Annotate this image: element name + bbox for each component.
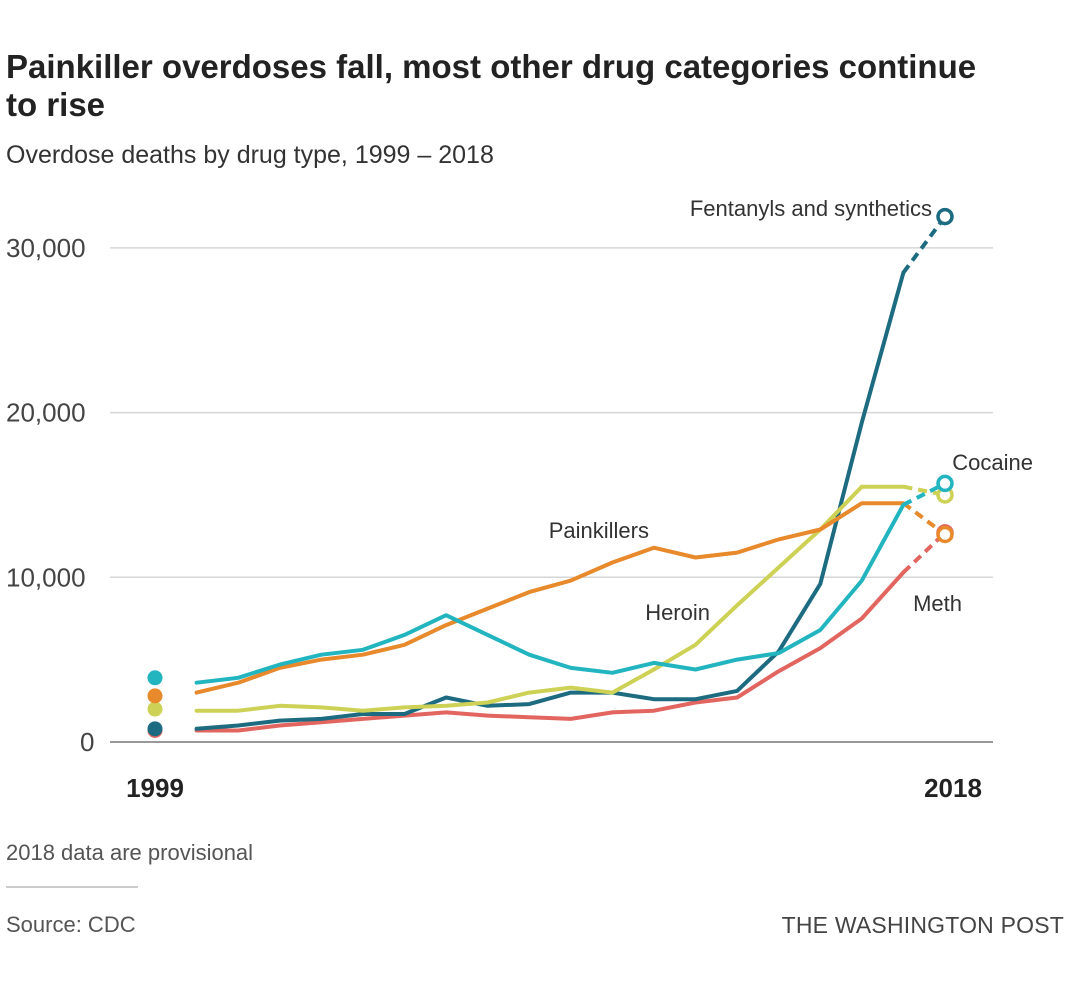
series-line-painkillers — [194, 501, 906, 695]
start-point — [147, 701, 163, 717]
x-tick-label: 2018 — [924, 773, 982, 803]
chart-title: Painkiller overdoses fall, most other dr… — [6, 48, 977, 123]
series-line-fentanyls-and-synthetics — [194, 270, 906, 731]
y-tick-label: 10,000 — [6, 562, 86, 592]
series-line-cocaine — [194, 502, 906, 685]
y-tick-label: 30,000 — [6, 233, 86, 263]
y-tick-label: 0 — [80, 727, 94, 757]
x-tick-label: 1999 — [126, 773, 184, 803]
series-label: Heroin — [645, 600, 710, 625]
start-point — [147, 670, 163, 686]
start-point — [147, 721, 163, 737]
provisional-note: 2018 data are provisional — [6, 840, 254, 865]
series-line-heroin — [194, 484, 906, 713]
end-point — [936, 525, 954, 544]
provisional-segment — [902, 501, 947, 537]
series-label: Cocaine — [952, 450, 1033, 475]
start-point — [147, 688, 163, 704]
chart-subtitle: Overdose deaths by drug type, 1999 – 201… — [6, 141, 494, 169]
provisional-segment — [901, 215, 947, 274]
series-label: Fentanyls and synthetics — [690, 196, 932, 221]
publisher-logo: THE WASHINGTON POST — [781, 912, 1064, 938]
series-label: Painkillers — [549, 518, 649, 543]
source-text: Source: CDC — [6, 912, 136, 937]
series-line-meth — [194, 570, 906, 733]
end-point — [936, 207, 954, 226]
y-tick-label: 20,000 — [6, 398, 86, 428]
end-point — [936, 474, 954, 493]
series-label: Meth — [913, 591, 962, 616]
footer-divider — [6, 886, 138, 888]
